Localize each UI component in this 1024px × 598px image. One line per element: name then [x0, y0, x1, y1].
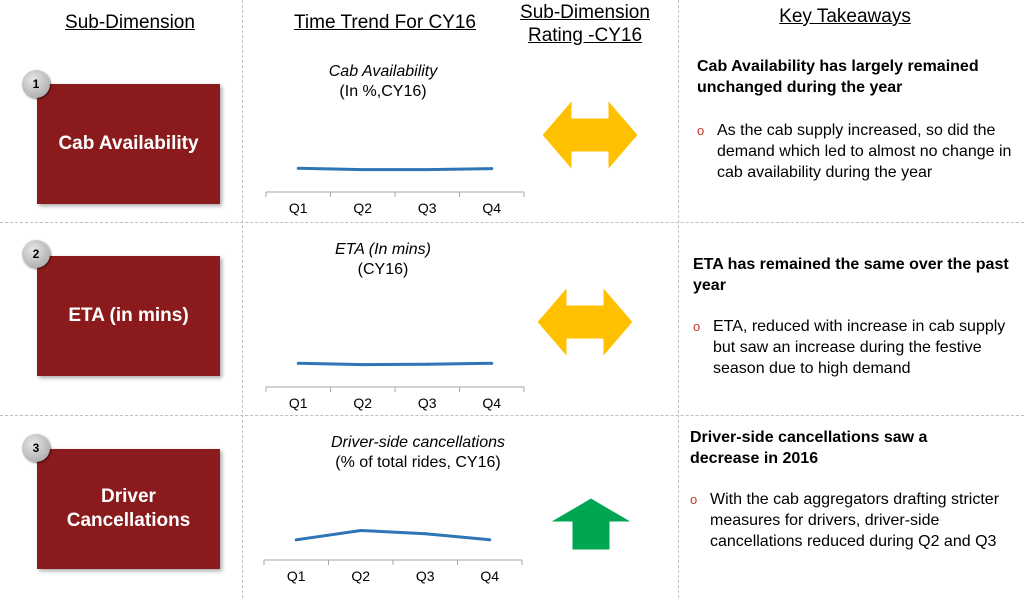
chart-title-main: ETA (In mins) [334, 241, 431, 258]
header-key-takeaways: Key Takeaways [779, 6, 911, 27]
takeaway-bullet-text: With the cab aggregators drafting strict… [710, 491, 1000, 550]
chart-title-sub: (% of total rides, CY16) [335, 454, 501, 471]
x-tick-label: Q4 [482, 200, 501, 216]
x-tick-label: Q4 [480, 568, 499, 584]
takeaway-title: Driver-side cancellations saw a decrease… [690, 429, 928, 467]
row-number-badge: 2 [22, 240, 50, 268]
row-divider [0, 222, 1024, 223]
data-point [490, 167, 494, 171]
dimension-box-cab-availability: Cab Availability [37, 84, 220, 204]
header-sub-dimension: Sub-Dimension [65, 12, 195, 33]
data-point [359, 529, 363, 533]
row-number-badge: 3 [22, 434, 50, 462]
chart-title-sub: (CY16) [357, 261, 409, 278]
takeaway-title: Cab Availability has largely remained un… [697, 58, 979, 96]
data-point [296, 166, 300, 170]
bullet-marker-icon: o [697, 123, 705, 138]
data-point [488, 538, 492, 542]
dimension-box-eta: ETA (in mins) [37, 256, 220, 376]
header-time-trend: Time Trend For CY16 [294, 12, 476, 33]
takeaway-bullet: o With the cab aggregators drafting stri… [690, 489, 1010, 552]
dimension-label: Driver Cancellations [66, 486, 191, 531]
chart-title-sub: (In %,CY16) [339, 83, 427, 100]
data-point [296, 361, 300, 365]
series-line [298, 166, 492, 172]
chart-title: Cab Availability (In %,CY16) [253, 62, 513, 102]
chart-title-main: Cab Availability [328, 63, 438, 80]
data-point [425, 362, 429, 366]
takeaway-bullet-text: As the cab supply increased, so did the … [717, 122, 1012, 181]
data-point [361, 168, 365, 172]
data-point [361, 363, 365, 367]
dimension-box-driver-cancellations: Driver Cancellations [37, 449, 220, 569]
column-divider [678, 0, 679, 598]
dimension-label: Cab Availability [58, 133, 199, 154]
bullet-marker-icon: o [690, 492, 698, 507]
x-tick-label: Q3 [416, 568, 435, 584]
x-tick-label: Q2 [353, 395, 372, 411]
row-number-badge: 1 [22, 70, 50, 98]
chart-title: ETA (In mins) (CY16) [253, 240, 513, 280]
series-line [296, 529, 490, 542]
data-point [425, 168, 429, 172]
data-point [423, 532, 427, 536]
takeaway-title: ETA has remained the same over the past … [693, 256, 1009, 294]
rating-arrow-up-icon [548, 497, 634, 551]
takeaway-bullet-text: ETA, reduced with increase in cab supply… [713, 318, 1006, 377]
x-tick-label: Q2 [353, 200, 372, 216]
series-line [298, 361, 492, 367]
x-tick-label: Q2 [351, 568, 370, 584]
x-tick-label: Q3 [418, 395, 437, 411]
x-tick-label: Q1 [287, 568, 306, 584]
rating-arrow-neutral-icon [536, 285, 634, 359]
x-tick-label: Q1 [289, 200, 308, 216]
x-tick-label: Q3 [418, 200, 437, 216]
row-divider [0, 415, 1024, 416]
bullet-marker-icon: o [693, 319, 701, 334]
data-point [490, 361, 494, 365]
header-rating-line1: Sub-Dimension [520, 2, 650, 23]
column-divider [242, 0, 243, 598]
x-tick-label: Q4 [482, 395, 501, 411]
rating-arrow-neutral-icon [541, 98, 639, 172]
chart-title-main: Driver-side cancellations [331, 434, 505, 451]
line-chart-driver-cancellations: Q1 Q2 Q3 Q4 [263, 529, 523, 584]
data-point [294, 538, 298, 542]
takeaway-bullet: o As the cab supply increased, so did th… [697, 120, 1017, 183]
line-chart-eta: Q1 Q2 Q3 Q4 [265, 361, 525, 411]
takeaway-bullet: o ETA, reduced with increase in cab supp… [693, 316, 1013, 379]
line-chart-cab-availability: Q1 Q2 Q3 Q4 [265, 166, 525, 216]
dimension-label: ETA (in mins) [68, 305, 189, 326]
chart-title: Driver-side cancellations (% of total ri… [288, 433, 548, 473]
header-rating-line2: Rating -CY16 [527, 25, 643, 46]
x-tick-label: Q1 [289, 395, 308, 411]
